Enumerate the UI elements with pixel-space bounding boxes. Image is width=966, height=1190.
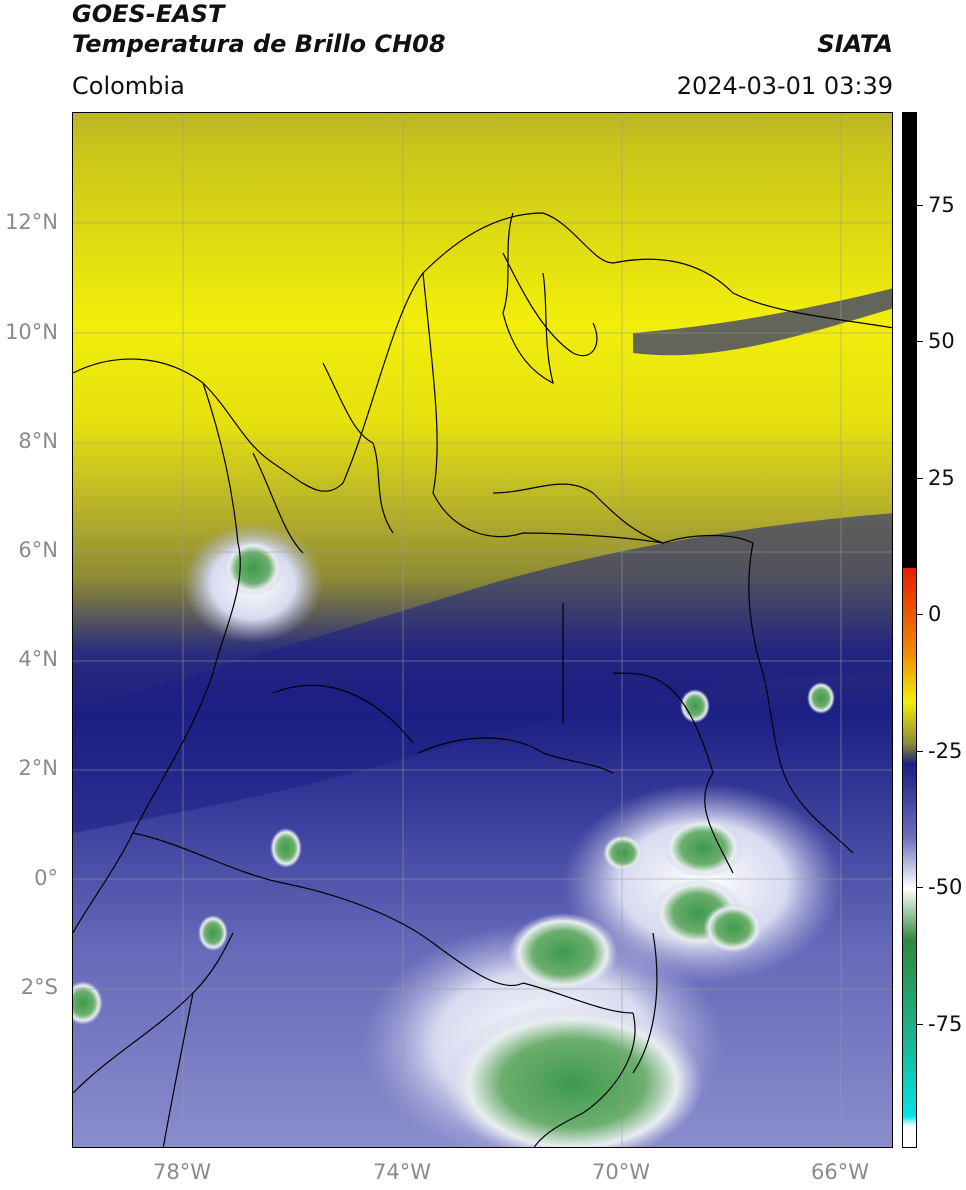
- country-borders: [73, 212, 892, 1147]
- lat-label: 2°N: [18, 756, 58, 780]
- title-line-2: Temperatura de Brillo CH08: [72, 30, 446, 58]
- colorbar-tick: [917, 614, 923, 615]
- graticule: [73, 113, 892, 1147]
- lon-label: 78°W: [153, 1160, 211, 1184]
- lon-label: 66°W: [811, 1160, 869, 1184]
- colorbar-label: -50: [928, 875, 963, 899]
- cold-streak: [633, 288, 892, 356]
- lat-label: 2°S: [20, 975, 58, 999]
- lat-label: 6°N: [18, 538, 58, 562]
- colorbar-label: 50: [928, 329, 955, 353]
- colorbar-label: 75: [928, 193, 955, 217]
- colorbar-label: 25: [928, 466, 955, 490]
- brand-label: SIATA: [817, 30, 893, 58]
- convective-cell: [270, 828, 302, 868]
- colorbar-tick: [917, 1024, 923, 1025]
- convective-cell: [73, 981, 103, 1025]
- lon-label: 70°W: [592, 1160, 650, 1184]
- map-canvas: [73, 113, 892, 1147]
- lat-label: 8°N: [18, 429, 58, 453]
- colorbar-tick: [917, 478, 923, 479]
- colorbar-tick: [917, 751, 923, 752]
- lat-label: 4°N: [18, 647, 58, 671]
- convective-cell: [198, 915, 228, 951]
- convective-cell: [680, 689, 710, 723]
- cold-band: [73, 513, 892, 833]
- colorbar-label: 0: [928, 602, 942, 626]
- convective-cell: [703, 903, 763, 953]
- colorbar-label: -25: [928, 739, 963, 763]
- title-line-1: GOES-EAST: [72, 0, 225, 28]
- convective-cell: [223, 540, 283, 596]
- satellite-map: [72, 112, 893, 1148]
- lon-label: 74°W: [373, 1160, 431, 1184]
- convective-cell: [443, 1003, 703, 1147]
- lat-label: 0°: [34, 866, 58, 890]
- colorbar: [902, 112, 917, 1148]
- colorbar-tick: [917, 205, 923, 206]
- colorbar-tick: [917, 887, 923, 888]
- lat-label: 10°N: [5, 320, 58, 344]
- timestamp-label: 2024-03-01 03:39: [676, 72, 893, 100]
- convective-cell: [663, 818, 743, 878]
- colorbar-tick: [917, 341, 923, 342]
- region-label: Colombia: [72, 72, 185, 100]
- convective-cell: [508, 913, 618, 993]
- convective-cell: [603, 835, 643, 871]
- colorbar-label: -75: [928, 1012, 963, 1036]
- lat-label: 12°N: [5, 210, 58, 234]
- convective-cell: [807, 682, 835, 714]
